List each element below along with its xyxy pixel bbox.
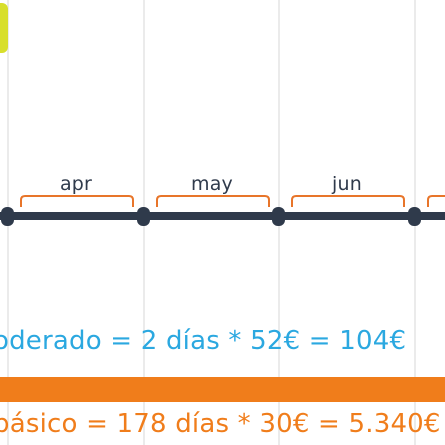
timeline-tick — [408, 207, 421, 226]
timeline-tick — [137, 207, 150, 226]
month-brace-may — [156, 195, 270, 207]
timeline-tick — [272, 207, 285, 226]
month-label-apr: apr — [59, 173, 93, 195]
basic-usage-bar[interactable] — [0, 377, 445, 402]
month-brace-jun — [291, 195, 405, 207]
timeline-bar — [0, 212, 445, 220]
basic-calculation: básico = 178 días * 30€ = 5.340€ — [0, 409, 441, 439]
timeline-tick — [1, 207, 14, 226]
month-brace-apr — [20, 195, 134, 207]
moderate-calculation: oderado = 2 días * 52€ = 104€ — [0, 326, 407, 356]
month-brace-next — [427, 195, 445, 207]
yellow-tab-marker[interactable] — [0, 3, 8, 53]
month-label-may: may — [191, 173, 233, 195]
month-label-jun: jun — [332, 173, 362, 195]
